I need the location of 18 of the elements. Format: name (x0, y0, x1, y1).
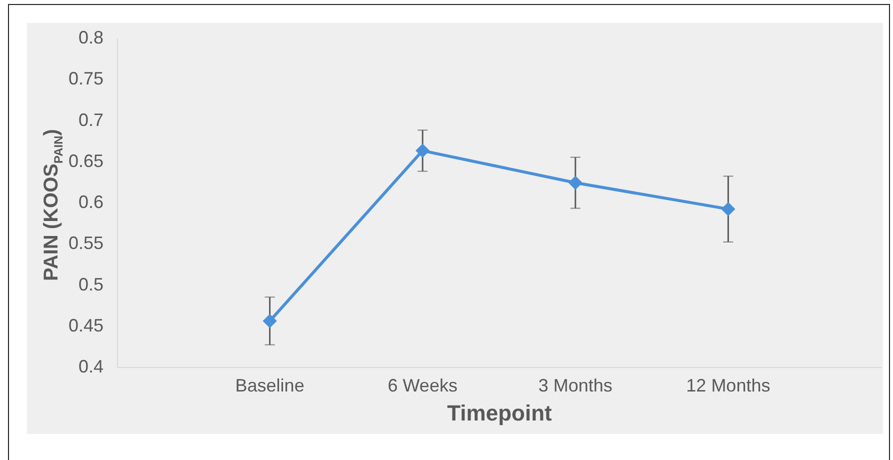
y-tick-label: 0.45 (68, 315, 104, 336)
y-tick-label: 0.4 (78, 356, 104, 376)
x-axis-title: Timepoint (447, 400, 553, 426)
y-tick-label: 0.8 (78, 28, 104, 48)
point (721, 202, 736, 216)
x-tick-label: 6 Weeks (388, 376, 458, 396)
x-tick-label: Baseline (235, 376, 304, 396)
point (262, 314, 277, 328)
y-tick-label: 0.75 (68, 68, 104, 89)
y-tick-label: 0.7 (78, 110, 104, 130)
point (568, 176, 582, 190)
y-tick-label: 0.5 (78, 274, 104, 294)
y-tick-label: 0.55 (68, 233, 104, 254)
y-tick-label: 0.65 (68, 150, 104, 171)
x-tick-label: 3 Months (538, 376, 612, 396)
y-tick-label: 0.6 (78, 192, 104, 212)
x-tick-label: 12 Months (686, 376, 770, 396)
point (416, 144, 430, 158)
